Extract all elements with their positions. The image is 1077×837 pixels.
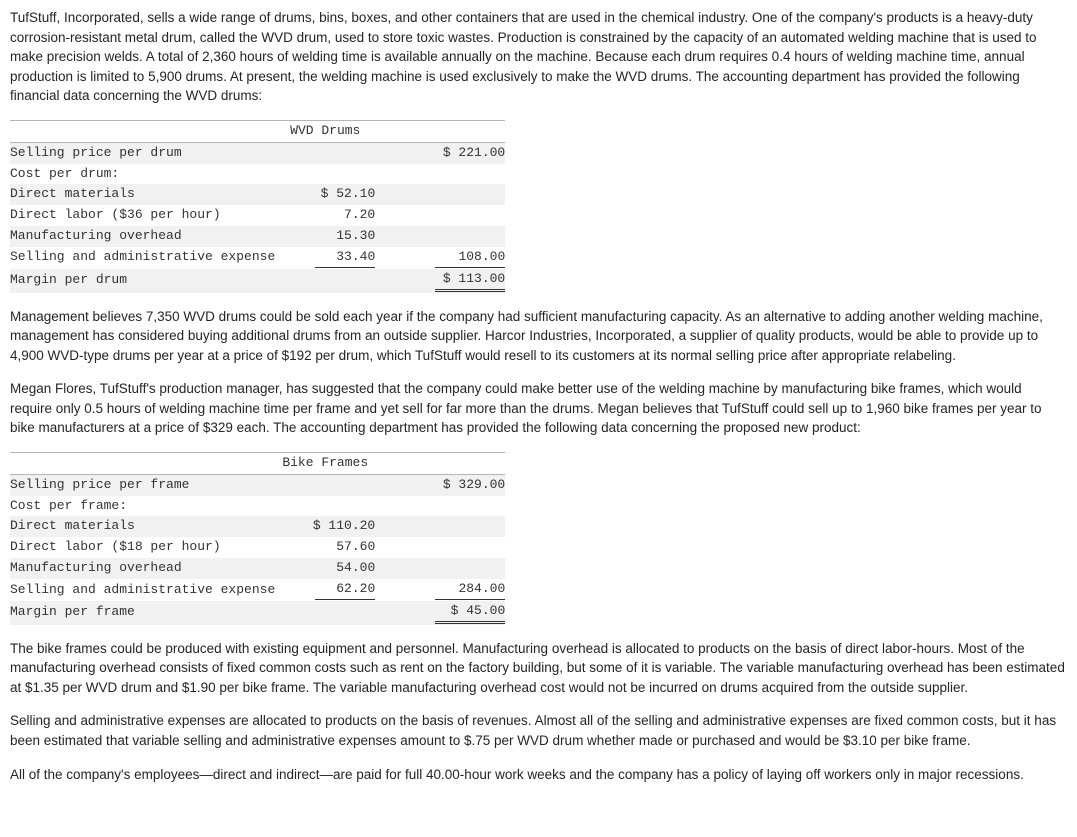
bike-dl-value: 57.60 — [275, 537, 375, 558]
wvd-margin-value: $ 113.00 — [435, 270, 505, 292]
wvd-moh-value: 15.30 — [275, 226, 375, 247]
paragraph-5: Selling and administrative expenses are … — [10, 711, 1067, 750]
paragraph-2: Management believes 7,350 WVD drums coul… — [10, 307, 1067, 366]
paragraph-3: Megan Flores, TufStuff's production mana… — [10, 379, 1067, 438]
wvd-dl-label: Direct labor ($36 per hour) — [10, 205, 275, 226]
wvd-total-cost: 108.00 — [435, 248, 505, 268]
bike-table-title: Bike Frames — [275, 452, 375, 474]
wvd-margin-label: Margin per drum — [10, 269, 275, 293]
bike-selling-label: Selling price per frame — [10, 474, 275, 495]
wvd-selling-value: $ 221.00 — [375, 142, 505, 163]
wvd-table-title: WVD Drums — [275, 120, 375, 142]
bike-moh-value: 54.00 — [275, 558, 375, 579]
bike-margin-value: $ 45.00 — [435, 602, 505, 624]
wvd-drums-table: WVD Drums Selling price per drum $ 221.0… — [10, 120, 505, 293]
wvd-cost-label: Cost per drum: — [10, 164, 275, 185]
bike-sga-label: Selling and administrative expense — [10, 579, 275, 601]
wvd-sga-value: 33.40 — [315, 248, 375, 268]
bike-frames-table: Bike Frames Selling price per frame $ 32… — [10, 452, 505, 625]
bike-margin-label: Margin per frame — [10, 601, 275, 625]
bike-dm-value: $ 110.20 — [275, 516, 375, 537]
bike-cost-label: Cost per frame: — [10, 496, 275, 517]
paragraph-6: All of the company's employees—direct an… — [10, 765, 1067, 785]
bike-dm-label: Direct materials — [10, 516, 275, 537]
bike-sga-value: 62.20 — [315, 580, 375, 600]
bike-total-cost: 284.00 — [435, 580, 505, 600]
wvd-moh-label: Manufacturing overhead — [10, 226, 275, 247]
wvd-dm-label: Direct materials — [10, 184, 275, 205]
wvd-dm-value: $ 52.10 — [275, 184, 375, 205]
paragraph-4: The bike frames could be produced with e… — [10, 639, 1067, 698]
bike-dl-label: Direct labor ($18 per hour) — [10, 537, 275, 558]
bike-selling-value: $ 329.00 — [375, 474, 505, 495]
intro-paragraph: TufStuff, Incorporated, sells a wide ran… — [10, 8, 1067, 106]
wvd-dl-value: 7.20 — [275, 205, 375, 226]
bike-moh-label: Manufacturing overhead — [10, 558, 275, 579]
wvd-selling-label: Selling price per drum — [10, 142, 275, 163]
wvd-sga-label: Selling and administrative expense — [10, 247, 275, 269]
